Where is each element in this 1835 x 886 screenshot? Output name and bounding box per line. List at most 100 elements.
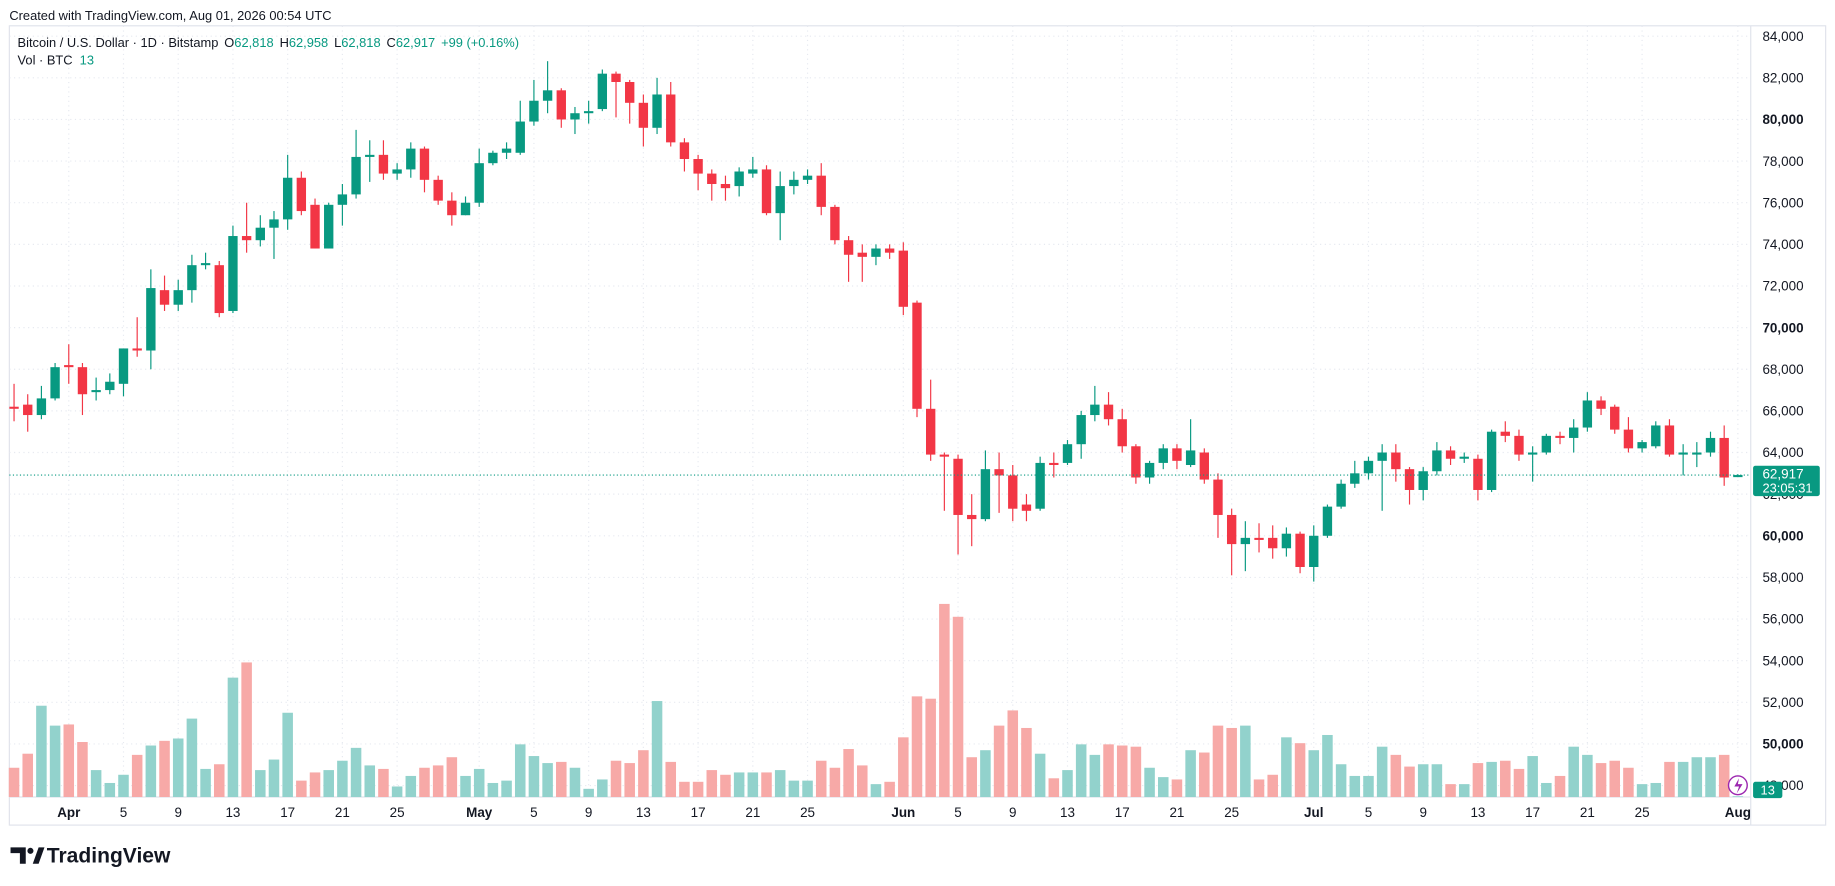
candle-body [200,263,211,266]
x-tick-label: 9 [1419,805,1426,820]
volume-bar [966,757,977,798]
volume-bar [993,725,1005,798]
volume-bar [405,775,417,798]
candle-body [884,248,895,253]
y-tick-label: 64,000 [1762,445,1803,460]
candle-body [1678,452,1688,455]
low-value: 62,818 [341,35,380,50]
candle-body [1281,533,1292,549]
candle-body [1733,475,1743,478]
candle-body [378,154,389,174]
candle-body [1185,450,1196,466]
candle-body [324,204,334,249]
candle-body [720,183,731,189]
candle-body [105,381,115,391]
volume-bar [1513,768,1525,798]
grid [9,25,1751,798]
volume-bar [1472,763,1484,798]
volume-bar [1267,774,1278,798]
candle-body [515,121,525,153]
candle-body [488,152,498,164]
volume-bar [1212,725,1224,798]
candle-body [118,348,129,384]
volume-bar [624,763,635,798]
candle-body [1226,514,1237,545]
candle-body [939,454,950,457]
volume-bar [569,767,581,798]
candle-body [953,458,963,515]
y-tick-label: 56,000 [1762,612,1803,627]
volume-bar [1623,767,1634,798]
volume-legend: Vol · BTC 13 [18,52,94,67]
volume-bar [118,774,129,798]
volume-bar [911,696,923,798]
volume-bar [802,780,813,798]
last-price-label: 62,917 [1762,467,1803,482]
brand-logo: TradingView [10,845,171,868]
candle-body [542,90,553,101]
volume-bar [350,747,362,798]
y-tick-label: 74,000 [1762,237,1803,252]
volume-bar [679,781,690,798]
candle-body [1103,404,1114,420]
y-tick-label: 80,000 [1762,112,1803,127]
volume-bar [1062,770,1073,798]
candle-body [1322,506,1333,536]
y-tick-label: 72,000 [1762,279,1803,294]
x-tick-label: 17 [1525,805,1540,820]
x-tick-label: 9 [174,805,181,820]
x-tick-label: 13 [636,805,651,820]
y-tick-label: 54,000 [1762,653,1803,668]
volume-bar [1130,746,1142,798]
candle-body [159,290,170,305]
x-tick-label: 5 [954,805,961,820]
candle-body [652,94,662,128]
candle-body [529,100,539,122]
volume-bar [952,616,964,798]
candle-body [241,236,252,241]
candle-body [967,514,977,520]
axes: 48,00050,00052,00054,00056,00058,00060,0… [57,29,1803,820]
volume-bar [1595,763,1607,798]
candle-body [310,204,320,249]
candle-body [255,227,265,241]
candle-body [1144,462,1155,478]
volume-bar [1253,779,1265,798]
candle-body [296,177,307,212]
x-tick-label: 13 [225,805,240,820]
volume-bar [268,759,280,798]
candle-body [50,367,60,399]
x-tick-label: 5 [120,805,127,820]
volume-bar [391,786,403,798]
close-label: C [387,35,396,50]
candle-body [214,265,224,314]
candle-body [693,159,703,174]
volume-bar [1732,796,1744,798]
candle-body [1582,400,1593,428]
candle-body [132,348,142,351]
candle-body [1076,415,1086,445]
chart-frame [8,25,1827,826]
candle-body [1090,404,1100,416]
candle-body [734,171,744,187]
candle-body [980,469,991,520]
candle-body [611,73,621,82]
created-note: Created with TradingView.com, Aug 01, 20… [9,8,331,23]
y-tick-label: 52,000 [1762,695,1803,710]
candle-body [187,265,197,291]
candle-body [1637,442,1647,449]
candle-body [1240,537,1251,545]
y-tick-label: 76,000 [1762,195,1803,210]
candle-body [1062,444,1073,463]
y-tick-label: 70,000 [1762,320,1803,335]
candle-body [1473,458,1483,490]
volume-bar [1226,727,1237,798]
volume-bar [213,764,225,798]
volume-bar [1705,757,1716,798]
volume-bar [460,775,471,798]
candle-body [625,81,635,103]
volume-bar [1691,757,1703,798]
volume-bar [1171,779,1183,798]
volume-bar [1554,775,1566,798]
